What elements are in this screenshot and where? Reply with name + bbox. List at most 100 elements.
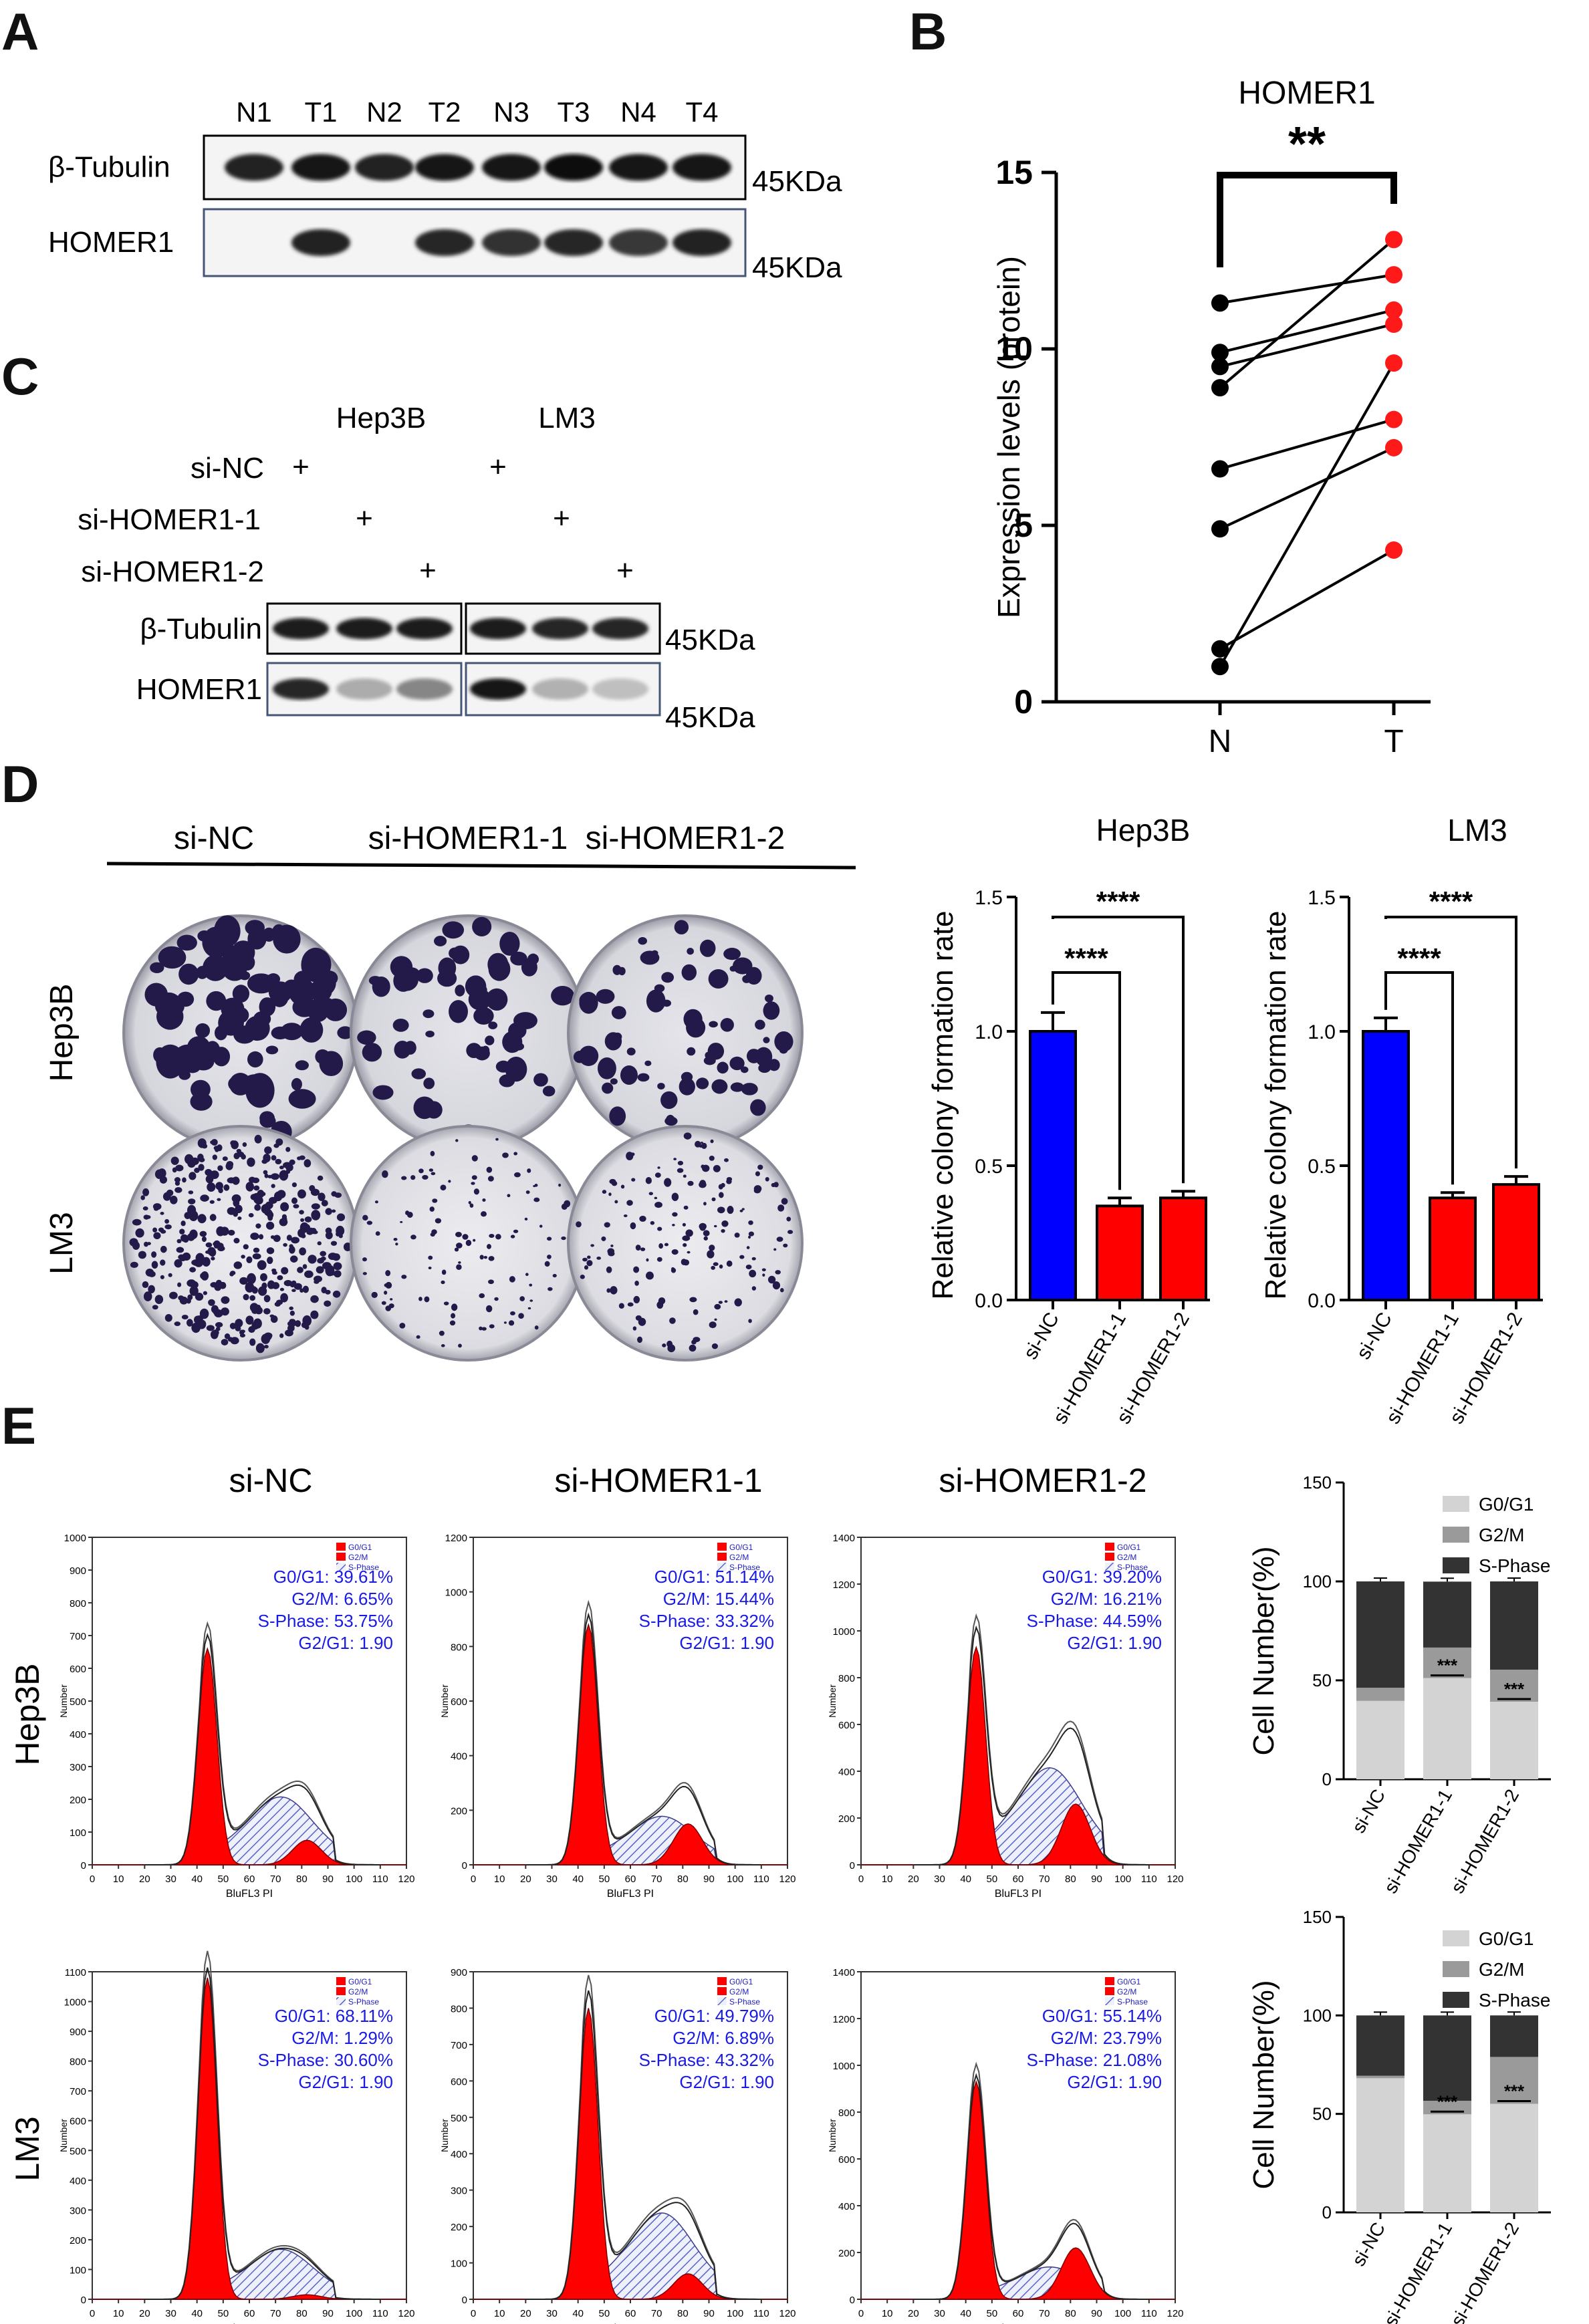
y-tick-label: 500 [451, 2113, 467, 2124]
y-tick-label: 400 [70, 1729, 86, 1740]
colony [217, 1165, 223, 1171]
colony [410, 1175, 416, 1180]
y-tick-label: 400 [451, 2149, 467, 2160]
y-tick-label: 1000 [833, 2061, 855, 2072]
colony [187, 1159, 196, 1168]
colony [273, 1143, 279, 1148]
model-trace [913, 2073, 1149, 2300]
legend-swatch [717, 1553, 727, 1561]
treatment-label: si-HOMER1-2 [81, 555, 264, 588]
colony [423, 1077, 435, 1089]
colony [218, 1010, 244, 1036]
colony [682, 1222, 686, 1226]
colony [763, 1037, 770, 1043]
colony [671, 1192, 679, 1201]
treatment-plus: + [419, 554, 437, 587]
colony [465, 975, 487, 998]
colony [714, 1318, 717, 1321]
colony [368, 976, 382, 985]
histogram-plot: 0 200 400 600 800 1000 1200 1400 0 10 20 30 40 50 60 70… [827, 1533, 1184, 1900]
cell-line-label: LM3 [538, 402, 596, 434]
blot-band [225, 154, 283, 181]
colony [640, 1247, 646, 1251]
colony [221, 1296, 230, 1304]
colony [746, 1246, 750, 1249]
colony [189, 1172, 197, 1180]
colony [182, 1235, 189, 1243]
colony [510, 1235, 515, 1239]
colony [657, 1226, 662, 1231]
colony [192, 1052, 215, 1071]
x-tick-label: 30 [546, 1874, 558, 1885]
colony [212, 1154, 218, 1160]
legend-swatch [1105, 1563, 1114, 1571]
g0g1-peak [473, 1623, 787, 1865]
colony [746, 1049, 761, 1063]
s-phase-area [92, 1796, 406, 1865]
colony [674, 920, 689, 935]
bar [1429, 1196, 1477, 1301]
treatment-plus: + [553, 502, 570, 535]
legend-label: G2/M [1479, 1525, 1524, 1545]
molecular-weight-label: 45KDa [752, 251, 842, 284]
colony [138, 1251, 146, 1259]
colony [176, 1239, 182, 1244]
colony [701, 1142, 707, 1150]
legend-label: S-Phase [729, 1563, 760, 1572]
colony [251, 1321, 259, 1330]
colony [371, 1291, 378, 1298]
colony [513, 1229, 519, 1233]
colony [392, 1018, 409, 1032]
colony [205, 1174, 214, 1184]
y-tick-label: 0 [1322, 2202, 1332, 2222]
y-tick-label: 100 [1303, 1571, 1332, 1591]
colony [787, 1230, 793, 1235]
x-tick-label: 120 [398, 1874, 414, 1885]
colony [271, 1026, 289, 1040]
colony [317, 1258, 324, 1264]
colony [174, 1177, 181, 1183]
y-tick-label: 900 [451, 1967, 467, 1978]
y-tick-label: 500 [70, 2146, 86, 2157]
colony [623, 1214, 628, 1217]
phase-stat: G2/M: 6.65% [291, 1589, 393, 1609]
colony [189, 1286, 199, 1296]
colony [154, 1206, 159, 1211]
colony [607, 1248, 615, 1255]
y-axis-label: Number [58, 2119, 69, 2152]
y-axis-label: Expression levels (protein) [991, 256, 1026, 618]
colony [709, 1155, 715, 1161]
x-tick-label: 60 [1013, 1874, 1024, 1885]
colony [696, 1077, 709, 1089]
blot-row-label: HOMER1 [136, 673, 262, 706]
y-tick-label: 400 [70, 2176, 86, 2187]
colony [539, 1224, 543, 1228]
colony [730, 1082, 744, 1092]
colony [672, 1224, 675, 1226]
colony [524, 1217, 528, 1221]
colony [265, 1221, 275, 1230]
y-tick-label: 1.5 [975, 887, 1003, 909]
colony [178, 1295, 185, 1301]
x-tick-label: 30 [934, 1874, 945, 1885]
colony [479, 1326, 483, 1331]
x-tick-label: si-HOMER1-1 [1380, 1786, 1456, 1897]
colony [302, 1315, 312, 1327]
y-tick-label: 200 [70, 1795, 86, 1806]
colony [505, 1056, 527, 1082]
colony [418, 1297, 422, 1301]
colony [328, 1253, 338, 1261]
colony [640, 950, 660, 965]
x-tick-label: 120 [1167, 2308, 1183, 2319]
colony [227, 1229, 235, 1236]
colony [654, 1172, 661, 1178]
legend-label: G2/M [348, 1987, 368, 1996]
legend-label: G2/M [1479, 1959, 1524, 1980]
legend-label: S-Phase [348, 1563, 379, 1572]
colony [703, 1236, 708, 1241]
colony [195, 1023, 211, 1038]
colony [734, 1298, 742, 1307]
y-tick-label: 1000 [64, 1997, 86, 2009]
colony [293, 1283, 302, 1290]
